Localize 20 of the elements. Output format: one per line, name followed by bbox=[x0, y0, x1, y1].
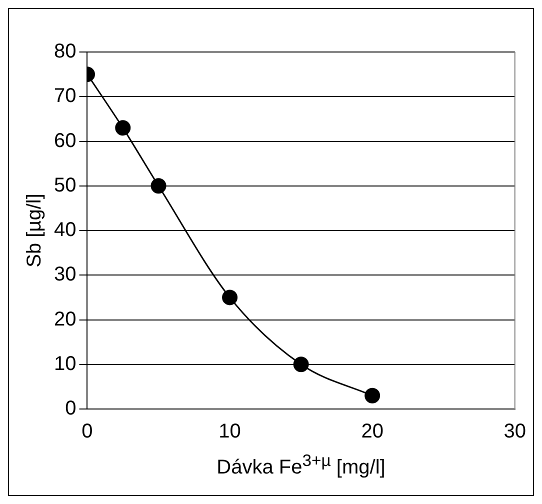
y-tick-label: 40 bbox=[54, 219, 76, 242]
point bbox=[115, 120, 131, 136]
y-tick-label: 0 bbox=[65, 398, 76, 420]
point bbox=[150, 178, 166, 194]
y-tick-label: 50 bbox=[54, 174, 76, 196]
x-axis-title: Dávka Fe$^{3+µ}$ [mg/l] bbox=[216, 451, 386, 480]
point bbox=[364, 388, 380, 404]
point bbox=[222, 290, 238, 306]
point bbox=[293, 356, 309, 372]
x-tick-label: 30 bbox=[504, 420, 526, 443]
y-tick-label: 30 bbox=[54, 264, 76, 286]
y-tick-label: 20 bbox=[54, 308, 76, 330]
y-tick-label: 10 bbox=[54, 352, 76, 375]
y-tick-label: 70 bbox=[54, 85, 76, 108]
y-axis-title: Sb [µg/l] bbox=[24, 194, 46, 268]
x-tick-label: 0 bbox=[82, 420, 93, 443]
x-tick-label: 20 bbox=[361, 420, 384, 443]
x-tick-label: 10 bbox=[218, 420, 241, 443]
y-tick-label: 80 bbox=[54, 40, 76, 63]
y-tick-label: 60 bbox=[54, 130, 76, 152]
